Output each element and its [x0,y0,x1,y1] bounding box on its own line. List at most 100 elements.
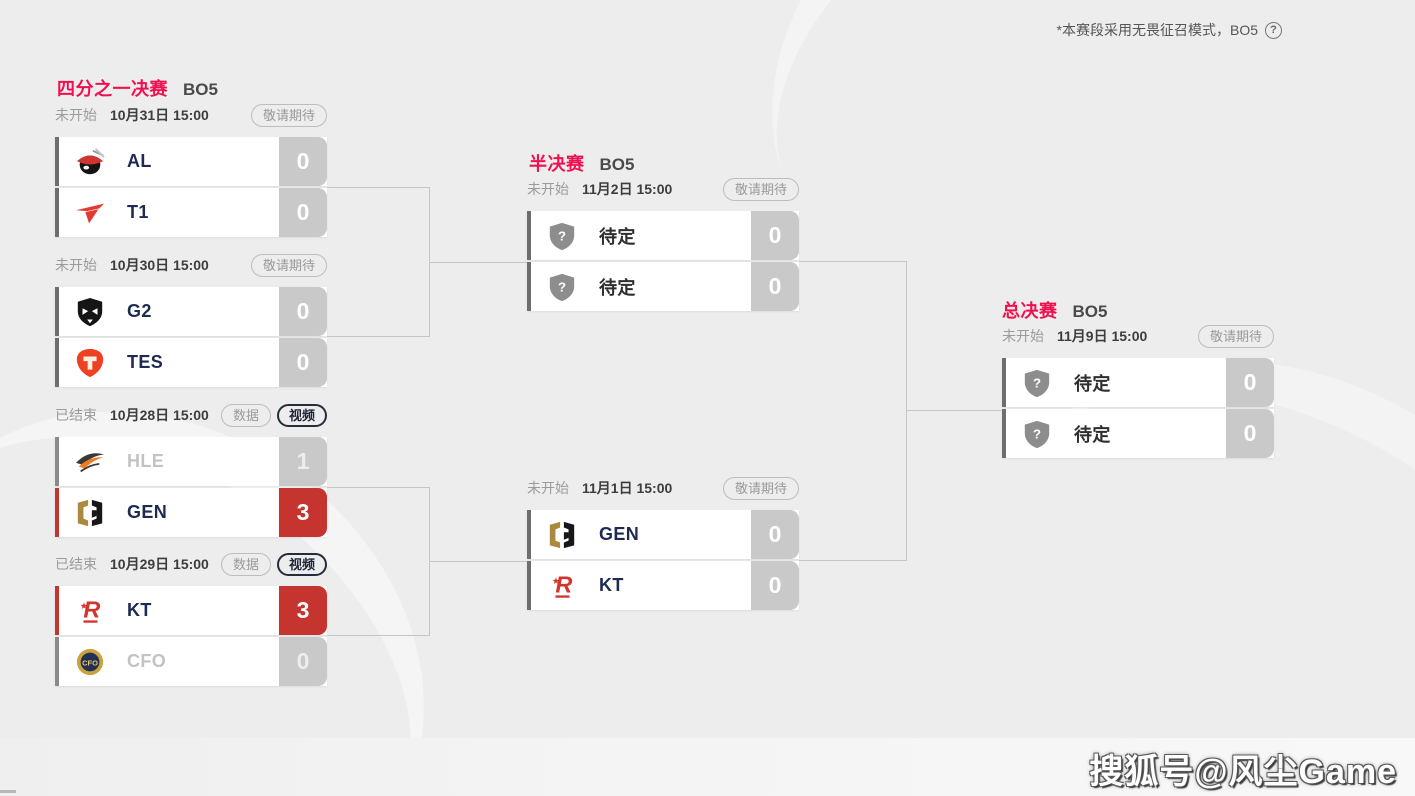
bracket-connector [907,410,1002,411]
team-score: 0 [279,137,327,186]
team-row-tbd: ? 待定 0 [527,211,799,260]
match-date: 11月2日 15:00 [582,181,673,197]
team-name: CFO [127,651,167,671]
team-name: GEN [599,524,640,544]
match-date: 10月31日 15:00 [110,107,209,123]
kt-logo: R ★ [74,595,106,627]
team-row-g2: G2 0 [55,287,327,336]
match-meta: 已结束 10月29日 15:00 数据 视频 [55,552,327,576]
team-score: 0 [751,510,799,559]
team-name: HLE [127,451,165,471]
video-button[interactable]: 视频 [276,403,327,427]
note-text: *本赛段采用无畏征召模式，BO5 [1056,22,1258,38]
team-score: 0 [751,561,799,610]
team-score: 0 [279,637,327,686]
team-accent-bar [55,287,59,336]
match-meta: 已结束 10月28日 15:00 数据 视频 [55,403,327,427]
match-meta: 未开始 11月2日 15:00 敬请期待 [527,177,799,201]
gen-logo [546,519,578,551]
kt-logo: R ★ [546,570,578,602]
team-row-tbd: ? 待定 0 [527,262,799,311]
match-sf2: 未开始 11月1日 15:00 敬请期待 GEN 0 R ★ KT [527,476,799,612]
g2-logo [74,296,106,328]
draft-mode-note: *本赛段采用无畏征召模式，BO5 ? [1057,20,1282,40]
team-row-hle: HLE 1 [55,437,327,486]
hle-logo [74,446,106,478]
bracket-connector [327,487,430,636]
team-row-kt: R ★ KT 0 [527,561,799,610]
svg-text:?: ? [1033,375,1041,390]
team-row-gen: GEN 0 [527,510,799,559]
team-name: TES [127,352,164,372]
gen-logo [74,497,106,529]
svg-text:?: ? [1033,426,1041,441]
svg-text:?: ? [558,228,566,243]
team-score: 3 [279,586,327,635]
svg-text:R: R [83,596,100,622]
match-status: 未开始 [527,181,569,197]
match-qf4: 已结束 10月29日 15:00 数据 视频 R ★ KT 3 CFO [55,552,327,688]
match-meta: 未开始 11月9日 15:00 敬请期待 [1002,324,1274,348]
svg-text:★: ★ [80,601,88,611]
coming-soon-button: 敬请期待 [250,253,327,277]
match-qf3: 已结束 10月28日 15:00 数据 视频 HLE 1 [55,403,327,539]
team-score: 0 [751,262,799,311]
round-header-finals: 总决赛 BO5 [1002,297,1107,323]
team-row-gen: GEN 3 [55,488,327,537]
stats-button: 数据 [220,403,271,427]
team-score: 0 [279,338,327,387]
team-accent-bar [55,586,59,635]
svg-text:?: ? [558,279,566,294]
match-status: 已结束 [55,407,97,423]
team-row-tes: TES 0 [55,338,327,387]
team-accent-bar [527,510,531,559]
match-date: 11月9日 15:00 [1057,328,1148,344]
team-score: 0 [1226,409,1274,458]
team-name: GEN [127,502,168,522]
team-row-kt: R ★ KT 3 [55,586,327,635]
match-date: 10月29日 15:00 [110,556,209,572]
match-meta: 未开始 10月31日 15:00 敬请期待 [55,103,327,127]
match-date: 10月28日 15:00 [110,407,209,423]
svg-text:R: R [555,571,572,597]
match-status: 已结束 [55,556,97,572]
match-status: 未开始 [55,257,97,273]
team-row-tbd: ? 待定 0 [1002,409,1274,458]
round-title: 半决赛 [529,154,585,174]
tbd-shield-icon: ? [1021,367,1053,399]
team-accent-bar [55,488,59,537]
team-row-tbd: ? 待定 0 [1002,358,1274,407]
svg-text:CFO: CFO [82,658,98,667]
team-score: 1 [279,437,327,486]
team-name: 待定 [1074,373,1111,394]
round-title: 四分之一决赛 [57,79,168,99]
match-status: 未开始 [1002,328,1044,344]
team-row-al: AL 0 [55,137,327,186]
bracket-connector [327,187,430,337]
help-icon[interactable]: ? [1265,21,1282,39]
match-qf1: 未开始 10月31日 15:00 敬请期待 AL 0 T1 [55,103,327,239]
round-title: 总决赛 [1002,301,1058,321]
coming-soon-button: 敬请期待 [1197,324,1274,348]
cfo-logo: CFO [74,646,106,678]
team-name: 待定 [1074,424,1111,445]
coming-soon-button: 敬请期待 [722,476,799,500]
team-accent-bar [55,338,59,387]
watermark: 搜狐号@风尘Game [1089,753,1397,791]
round-format: BO5 [599,155,635,174]
stats-button: 数据 [220,552,271,576]
team-name: G2 [127,301,152,321]
team-score: 0 [279,188,327,237]
bracket-connector [430,262,527,263]
team-score: 3 [279,488,327,537]
team-accent-bar [55,437,59,486]
team-name: KT [127,600,152,620]
video-button[interactable]: 视频 [276,552,327,576]
tes-logo [74,347,106,379]
team-accent-bar [527,211,531,260]
match-date: 11月1日 15:00 [582,480,673,496]
team-accent-bar [1002,358,1006,407]
team-accent-bar [1002,409,1006,458]
tbd-shield-icon: ? [546,271,578,303]
